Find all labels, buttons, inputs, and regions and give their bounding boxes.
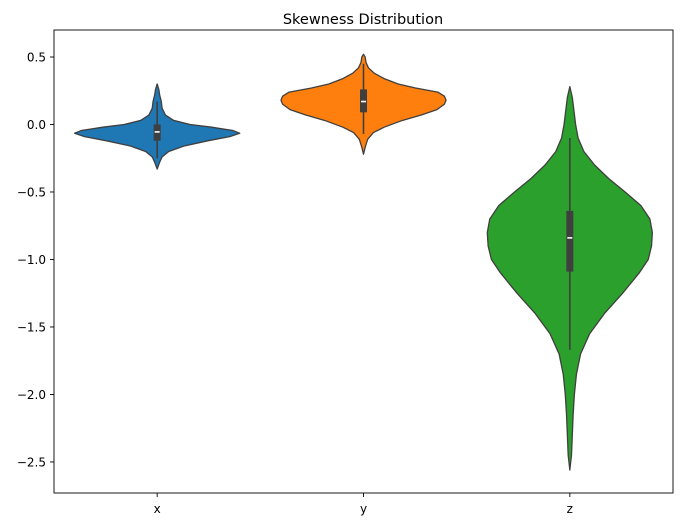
y-tick-label: 0.0 xyxy=(27,118,46,132)
y-tick-label: −2.0 xyxy=(17,388,46,402)
y-tick-label: −0.5 xyxy=(17,185,46,199)
y-tick-label: −1.0 xyxy=(17,253,46,267)
y-axis: 0.5 0.0 −0.5 −1.0 −1.5 −2.0 −2.5 xyxy=(17,50,54,469)
x-tick-label-y: y xyxy=(360,502,367,516)
x-tick-label-z: z xyxy=(567,502,573,516)
y-tick-label: 0.5 xyxy=(27,50,46,64)
violins-layer xyxy=(73,53,654,471)
y-tick-label: −2.5 xyxy=(17,455,46,469)
y-tick-label: −1.5 xyxy=(17,320,46,334)
x-tick-label-x: x xyxy=(154,502,161,516)
x-axis: x y z xyxy=(154,493,573,516)
iqr-box-z xyxy=(566,210,574,272)
chart-title: Skewness Distribution xyxy=(283,12,443,28)
